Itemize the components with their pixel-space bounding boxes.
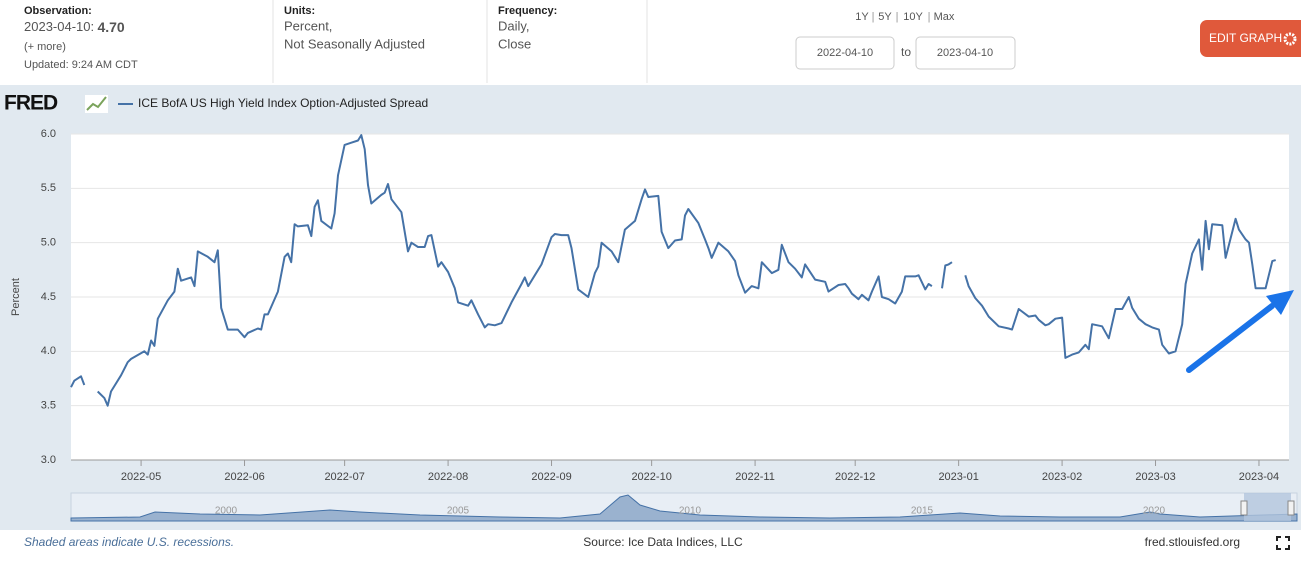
observation: 2023-04-10: 4.70	[24, 19, 125, 35]
observation-date: 2023-04-10:	[24, 19, 94, 34]
range-link[interactable]: Max	[934, 11, 955, 23]
units-label: Units:	[284, 5, 315, 17]
y-tick-label: 6.0	[41, 128, 56, 140]
range-links: 1Y | 5Y | 10Y | Max	[855, 11, 955, 23]
x-tick-label: 2023-03	[1135, 471, 1175, 483]
gear-icon	[1283, 32, 1297, 46]
y-axis-label: Percent	[10, 278, 22, 316]
frequency-label: Frequency:	[498, 5, 557, 17]
x-tick-label: 2022-10	[631, 471, 671, 483]
x-tick-label: 2022-06	[224, 471, 264, 483]
y-tick-label: 5.0	[41, 237, 56, 249]
separator: |	[872, 11, 875, 23]
x-tick-label: 2023-04	[1239, 471, 1279, 483]
units: Not Seasonally Adjusted	[284, 36, 425, 51]
end-date-input[interactable]	[915, 36, 1016, 70]
frequency: Close	[498, 36, 531, 51]
x-tick-label: 2023-01	[938, 471, 978, 483]
start-date-input[interactable]	[795, 36, 895, 70]
navigator-label: 2020	[1143, 506, 1166, 517]
updated: Updated: 9:24 AM CDT	[24, 59, 138, 71]
navigator-handle[interactable]	[1287, 500, 1295, 516]
navigator-label: 2005	[447, 506, 470, 517]
navigator-label: 2010	[679, 506, 702, 517]
range-link[interactable]: 5Y	[878, 11, 892, 23]
logo: FRED	[4, 92, 58, 115]
units: Percent,	[284, 18, 332, 33]
navigator-handle[interactable]	[1240, 500, 1248, 516]
site: fred.stlouisfed.org	[1145, 535, 1240, 549]
range-link[interactable]: 1Y	[855, 11, 869, 23]
annotation-arrow	[1186, 290, 1294, 373]
observation-label: Observation:	[24, 5, 92, 17]
y-tick-label: 5.5	[41, 182, 56, 194]
y-tick-label: 4.0	[41, 345, 56, 357]
x-tick-label: 2022-05	[121, 471, 161, 483]
logo-icon	[85, 95, 108, 113]
observation-value: 4.70	[97, 19, 124, 35]
x-tick-label: 2022-07	[324, 471, 364, 483]
y-tick-label: 3.0	[41, 454, 56, 466]
x-tick-label: 2022-09	[531, 471, 571, 483]
range-to: to	[901, 45, 911, 59]
x-tick-label: 2022-12	[835, 471, 875, 483]
start-date: 2022-04-10	[817, 47, 873, 59]
series-line	[70, 134, 1276, 407]
separator: |	[896, 11, 899, 23]
x-tick-label: 2022-08	[428, 471, 468, 483]
navigator-series	[70, 494, 1298, 522]
y-tick-label: 4.5	[41, 291, 56, 303]
separator: |	[928, 11, 931, 23]
frequency: Daily,	[498, 18, 530, 33]
navigator-window[interactable]	[1244, 493, 1291, 521]
navigator-label: 2015	[911, 506, 934, 517]
recession-note: Shaded areas indicate U.S. recessions.	[24, 535, 234, 549]
y-tick-label: 3.5	[41, 400, 56, 412]
fullscreen-icon[interactable]	[1276, 536, 1290, 550]
end-date: 2023-04-10	[937, 47, 993, 59]
legend-entry: ICE BofA US High Yield Index Option-Adju…	[138, 96, 428, 110]
x-tick-label: 2023-02	[1042, 471, 1082, 483]
source: Source: Ice Data Indices, LLC	[583, 535, 743, 549]
range-link[interactable]: 10Y	[903, 11, 923, 23]
edit-graph-label: EDIT GRAPH	[1209, 31, 1282, 45]
more-link[interactable]: (+ more)	[24, 41, 66, 53]
edit-graph-button[interactable]	[1200, 20, 1301, 57]
navigator-label: 2000	[215, 506, 238, 517]
x-tick-label: 2022-11	[735, 471, 775, 483]
